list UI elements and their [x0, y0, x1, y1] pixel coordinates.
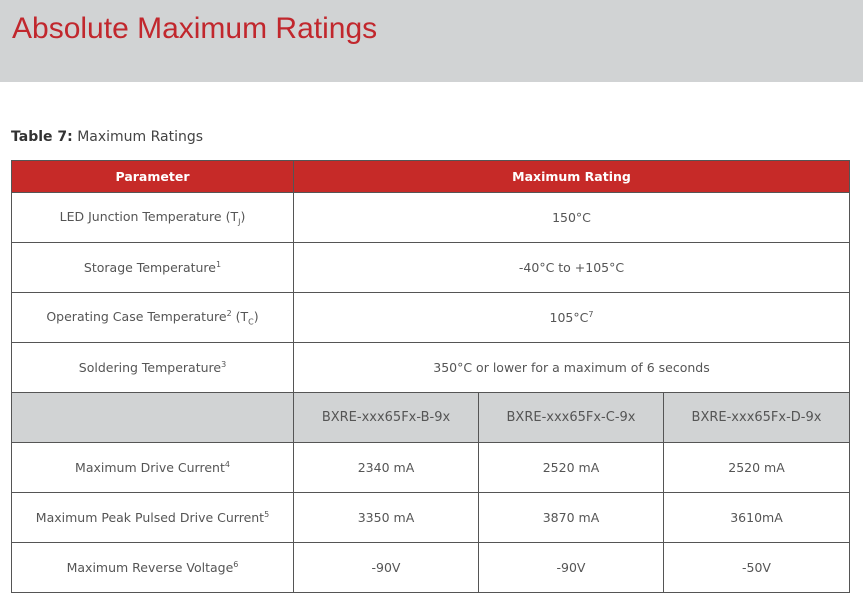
caption-text: Maximum Ratings	[77, 129, 204, 145]
table-body: Parameter Maximum Rating LED Junction Temp…	[11, 160, 851, 593]
text-segment: LED Junction Temperature (T	[59, 208, 239, 224]
spec-row: Maximum Drive Current4 2340 mA 2520 mA 2520…	[11, 442, 851, 493]
text-segment: 105°C	[549, 310, 589, 326]
rating-row: Storage Temperature1 -40°C to +105°C	[11, 242, 851, 293]
variant-cell: BXRE-xxx65Fx-C-9x	[478, 392, 664, 443]
spec-row: Maximum Reverse Voltage6 -90V -90V -50V	[11, 542, 851, 593]
parameter-cell: Operating Case Temperature2 (TC)	[11, 292, 294, 343]
text-segment: (T	[231, 308, 249, 324]
text-segment: Soldering Temperature	[78, 360, 222, 376]
parameter-cell: Maximum Peak Pulsed Drive Current5	[11, 492, 294, 543]
caption-label: Table 7:	[11, 129, 73, 145]
rating-row: Soldering Temperature3 350°C or lower for…	[11, 342, 851, 393]
value-cell: 2520 mA	[662, 442, 851, 493]
parameter-cell: Maximum Drive Current4	[11, 442, 294, 493]
text-segment: Maximum Reverse Voltage	[66, 560, 234, 576]
parameter-cell: Soldering Temperature3	[11, 342, 294, 393]
text-segment: J	[238, 217, 241, 227]
rating-cell: -40°C to +105°C	[292, 242, 851, 293]
text-segment: 1	[215, 259, 222, 269]
parameter-cell: Maximum Reverse Voltage6	[11, 542, 294, 593]
rating-row: LED Junction Temperature (TJ) 150°C	[11, 192, 851, 243]
text-segment: 150°C	[552, 210, 591, 225]
spec-row: Maximum Peak Pulsed Drive Current5 3350 m…	[11, 492, 851, 543]
text-segment: 4	[224, 459, 230, 469]
text-segment: C	[248, 317, 254, 327]
text-segment: )	[253, 308, 259, 324]
column-header: Parameter	[11, 160, 294, 193]
header-band: Absolute Maximum Ratings	[0, 0, 863, 82]
rating-cell: 150°C	[292, 192, 851, 243]
rating-row: Operating Case Temperature2 (TC) 105°C7	[11, 292, 851, 343]
text-segment: 5	[264, 509, 270, 519]
variant-cell: BXRE-xxx65Fx-B-9x	[293, 392, 479, 443]
rating-cell: 105°C7	[292, 292, 851, 343]
value-cell: -50V	[662, 542, 851, 593]
text-segment: Maximum Drive Current	[75, 460, 225, 476]
table-caption: Table 7: Maximum Ratings	[11, 129, 203, 145]
text-segment: 2	[226, 308, 232, 318]
value-cell: 2520 mA	[478, 442, 664, 493]
text-segment: )	[240, 208, 246, 224]
variant-row: BXRE-xxx65Fx-B-9x BXRE-xxx65Fx-C-9x BXRE-x…	[11, 392, 851, 443]
ratings-table: Parameter Maximum Rating LED Junction Temp…	[11, 160, 851, 593]
variant-cell: BXRE-xxx65Fx-D-9x	[662, 392, 851, 443]
text-segment: 6	[233, 559, 239, 569]
text-segment: 3	[221, 359, 227, 369]
text-segment: Operating Case Temperature	[46, 308, 227, 324]
parameter-cell: Storage Temperature1	[11, 242, 294, 293]
value-cell: 3610mA	[662, 492, 851, 543]
value-cell: -90V	[293, 542, 479, 593]
value-cell: 3350 mA	[293, 492, 479, 543]
text-segment: 350°C or lower for a maximum of 6 second…	[433, 360, 710, 375]
value-cell: -90V	[478, 542, 664, 593]
text-segment: Maximum Peak Pulsed Drive Current	[35, 510, 265, 526]
column-header: Maximum Rating	[292, 160, 851, 193]
rating-cell: 350°C or lower for a maximum of 6 second…	[292, 342, 851, 393]
text-segment: Storage Temperature	[83, 260, 216, 276]
text-segment: 7	[588, 309, 594, 319]
text-segment: -40°C to +105°C	[518, 260, 625, 275]
page-title: Absolute Maximum Ratings	[12, 12, 378, 45]
blank-cell	[11, 392, 294, 443]
value-cell: 2340 mA	[293, 442, 479, 493]
header-row: Parameter Maximum Rating	[11, 160, 851, 193]
value-cell: 3870 mA	[478, 492, 664, 543]
parameter-cell: LED Junction Temperature (TJ)	[11, 192, 294, 243]
